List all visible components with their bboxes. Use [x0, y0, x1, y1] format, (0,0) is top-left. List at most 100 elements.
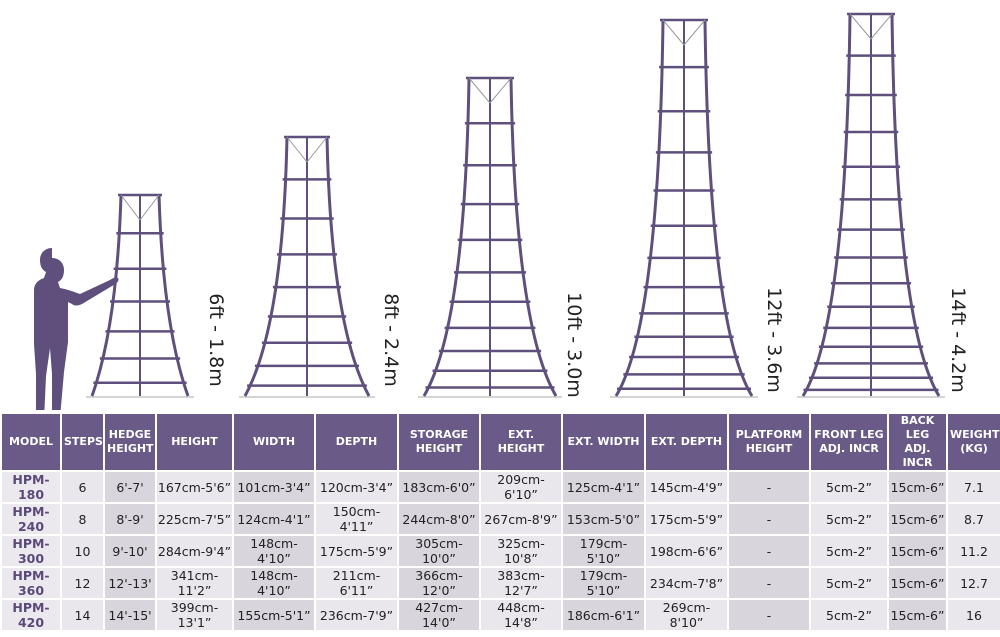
table-cell: 209cm-6'10” [481, 472, 561, 502]
table-cell: 167cm-5'6” [157, 472, 232, 502]
table-cell: 6'-7' [105, 472, 155, 502]
ladder-brace [662, 19, 685, 46]
table-cell: - [729, 504, 809, 534]
header-cell: WEIGHT (KG) [948, 414, 1000, 470]
header-cell: MODEL [2, 414, 60, 470]
ladder-leg [801, 13, 852, 397]
table-cell: 15cm-6” [889, 600, 946, 630]
ladder-leg [90, 194, 123, 397]
header-cell: HEIGHT [157, 414, 232, 470]
table-cell: 383cm-12'7” [481, 568, 561, 598]
table-cell: 341cm-11'2” [157, 568, 232, 598]
table-cell: 284cm-9'4” [157, 536, 232, 566]
ladder-label: 14ft - 4.2m [947, 287, 969, 393]
table-cell: 124cm-4'1” [234, 504, 314, 534]
table-row: HPM-300 10 9'-10' 284cm-9'4” 148cm-4'10” 175c… [2, 536, 1000, 566]
header-cell: EXT. WIDTH [563, 414, 644, 470]
table-cell: 305cm-10'0” [399, 536, 479, 566]
table-cell: 101cm-3'4” [234, 472, 314, 502]
table-cell: 14 [62, 600, 103, 630]
table-cell: 5cm-2” [811, 536, 887, 566]
table-row: HPM-360 12 12'-13' 341cm-11'2” 148cm-4'10” 21… [2, 568, 1000, 598]
table-cell: 5cm-2” [811, 568, 887, 598]
ladder [610, 18, 758, 398]
person-silhouette [34, 248, 119, 410]
ladder-brace [286, 136, 308, 163]
table-cell: 5cm-2” [811, 504, 887, 534]
ladder-leg [703, 19, 754, 397]
ladder-leg [422, 77, 471, 397]
ladder-leg [325, 136, 371, 397]
table-cell: 12'-13' [105, 568, 155, 598]
header-cell: STORAGE HEIGHT [399, 414, 479, 470]
header-cell: EXT. HEIGHT [481, 414, 561, 470]
ladder-leg [890, 13, 941, 397]
table-cell: 267cm-8'9” [481, 504, 561, 534]
table-cell: 325cm-10'8” [481, 536, 561, 566]
header-cell: PLATFORM HEIGHT [729, 414, 809, 470]
table-row: HPM-420 14 14'-15' 399cm-13'1” 155cm-5'1” 236… [2, 600, 1000, 630]
table-row: HPM-180 6 6'-7' 167cm-5'6” 101cm-3'4” 120cm-3… [2, 472, 1000, 502]
header-cell: WIDTH [234, 414, 314, 470]
table-cell: 15cm-6” [889, 504, 946, 534]
table-cell: 234cm-7'8” [646, 568, 727, 598]
table-cell: 225cm-7'5” [157, 504, 232, 534]
table-cell: 186cm-6'1” [563, 600, 644, 630]
table-cell: 15cm-6” [889, 568, 946, 598]
ladder-brace [489, 77, 512, 104]
table-cell: 5cm-2” [811, 472, 887, 502]
spec-table: MODEL STEPS HEDGE HEIGHT HEIGHT WIDTH DEPTH ST… [0, 412, 1000, 632]
header-cell: HEDGE HEIGHT [105, 414, 155, 470]
ladder [797, 12, 945, 398]
table-cell: 8 [62, 504, 103, 534]
table-cell: 9'-10' [105, 536, 155, 566]
table-row: HPM-240 8 8'-9' 225cm-7'5” 124cm-4'1” 150cm-4… [2, 504, 1000, 534]
table-cell: 236cm-7'9” [316, 600, 397, 630]
table-cell: 183cm-6'0” [399, 472, 479, 502]
table-cell: 198cm-6'6” [646, 536, 727, 566]
model-cell: HPM-180 [2, 472, 60, 502]
header-cell: FRONT LEG ADJ. INCR [811, 414, 887, 470]
table-cell: 153cm-5'0” [563, 504, 644, 534]
ladder-brace [468, 77, 491, 104]
header-cell: BACK LEG ADJ. INCR [889, 414, 946, 470]
model-cell: HPM-360 [2, 568, 60, 598]
ladder-brace [683, 19, 706, 46]
ladder-label: 10ft - 3.0m [563, 292, 585, 398]
ladder [86, 193, 194, 398]
table-cell: 11.2 [948, 536, 1000, 566]
header-row: MODEL STEPS HEDGE HEIGHT HEIGHT WIDTH DEPTH ST… [2, 414, 1000, 470]
ladder-label: 6ft - 1.8m [205, 293, 227, 387]
table-cell: 175cm-5'9” [646, 504, 727, 534]
ladder-brace [306, 136, 328, 163]
table-cell: 145cm-4'9” [646, 472, 727, 502]
table-cell: 8'-9' [105, 504, 155, 534]
table-cell: 179cm-5'10” [563, 536, 644, 566]
ladder-brace [120, 194, 141, 221]
table-cell: 179cm-5'10” [563, 568, 644, 598]
header-cell: STEPS [62, 414, 103, 470]
table-cell: 366cm-12'0” [399, 568, 479, 598]
ladder [418, 76, 562, 398]
table-cell: 125cm-4'1” [563, 472, 644, 502]
ladder [239, 135, 375, 398]
table-cell: - [729, 472, 809, 502]
table-cell: 15cm-6” [889, 472, 946, 502]
table-cell: 12.7 [948, 568, 1000, 598]
table-cell: 10 [62, 536, 103, 566]
table-cell: 15cm-6” [889, 536, 946, 566]
ladder-leg [157, 194, 190, 397]
table-cell: 16 [948, 600, 1000, 630]
ladder-brace [849, 13, 872, 40]
table-cell: 7.1 [948, 472, 1000, 502]
table-cell: - [729, 568, 809, 598]
table-cell: 269cm-8'10” [646, 600, 727, 630]
table-body: HPM-180 6 6'-7' 167cm-5'6” 101cm-3'4” 120cm-3… [2, 472, 1000, 630]
table-cell: 448cm-14'8” [481, 600, 561, 630]
ladder-label: 8ft - 2.4m [380, 293, 402, 387]
model-cell: HPM-240 [2, 504, 60, 534]
ladder-leg [509, 77, 558, 397]
header-cell: EXT. DEPTH [646, 414, 727, 470]
table-cell: 8.7 [948, 504, 1000, 534]
